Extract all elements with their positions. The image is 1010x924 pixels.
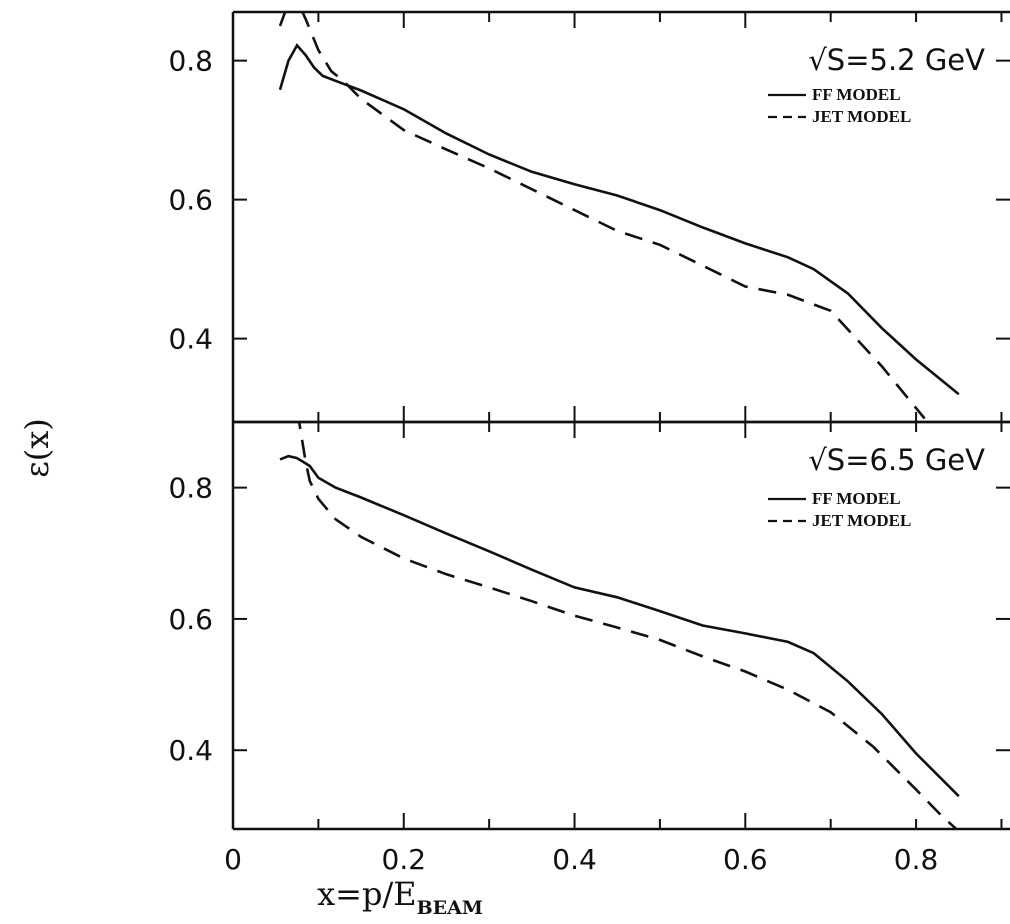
ff-model-line [279, 454, 960, 798]
energy-label: √S=6.5 GeV [808, 443, 985, 477]
energy-label: √S=5.2 GeV [808, 43, 985, 77]
legend-label: FF MODEL [812, 85, 901, 104]
y-tick-label: 0.8 [168, 472, 213, 505]
legend-label: JET MODEL [812, 511, 911, 530]
x-tick-label: 0.8 [894, 843, 939, 876]
x-tick-label: 0.4 [552, 843, 597, 876]
x-axis-title-main: x=p/E [317, 875, 416, 913]
legend-label: JET MODEL [812, 107, 911, 126]
top-panel: 0.4 0.6 0.8 √S=5.2 GeV FF MODEL JET MODEL [168, 10, 1010, 424]
x-axis-title: x=p/EBEAM [317, 875, 483, 919]
legend-label: FF MODEL [812, 489, 901, 508]
y-tick-label: 0.8 [168, 45, 213, 78]
x-tick-label: 0.6 [723, 843, 768, 876]
bottom-panel: 0.4 0.6 0.8 0 0.2 0.4 0.6 0.8 √S=6.5 GeV FF MODEL… [168, 420, 1010, 876]
x-tick-label: 0.2 [382, 843, 427, 876]
y-tick-label: 0.4 [168, 734, 213, 767]
x-tick-label: 0 [224, 843, 242, 876]
ff-model-line [278, 43, 960, 396]
y-tick-label: 0.4 [168, 323, 213, 356]
y-tick-label: 0.6 [168, 603, 213, 636]
x-axis-title-sub: BEAM [417, 897, 483, 919]
y-axis-title: ε(x) [18, 418, 56, 478]
jet-model-line [297, 422, 959, 829]
y-tick-label: 0.6 [168, 184, 213, 217]
jet-model-line [278, 12, 926, 420]
